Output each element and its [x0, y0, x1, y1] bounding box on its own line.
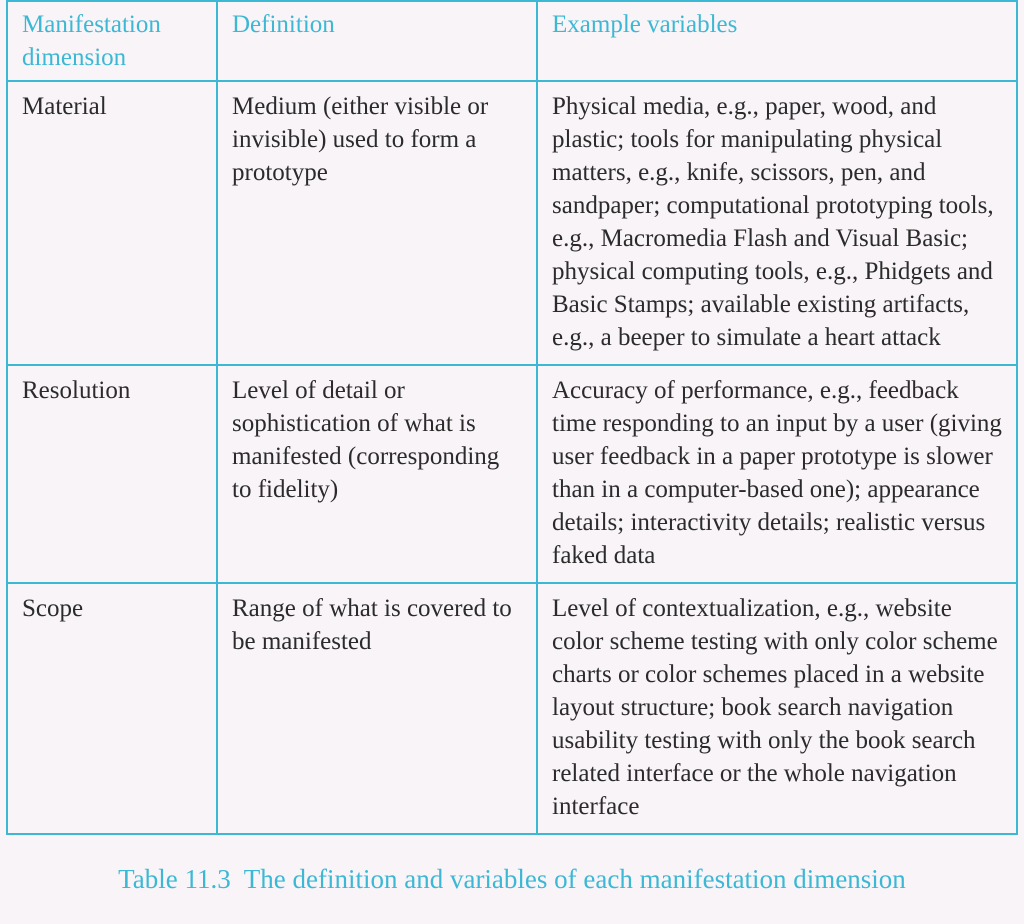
- col-header-dimension: Manifestation dimension: [7, 1, 217, 81]
- table-row: Scope Range of what is covered to be man…: [7, 583, 1017, 834]
- table-row: Resolution Level of detail or sophistica…: [7, 365, 1017, 583]
- cell-dimension: Material: [7, 81, 217, 365]
- page-container: Manifestation dimension Definition Examp…: [0, 0, 1024, 895]
- caption-label: Table 11.3: [118, 864, 231, 894]
- table-header-row: Manifestation dimension Definition Examp…: [7, 1, 1017, 81]
- cell-examples: Level of contextualization, e.g., websit…: [537, 583, 1017, 834]
- cell-examples: Accuracy of performance, e.g., feedback …: [537, 365, 1017, 583]
- table-caption: Table 11.3 The definition and variables …: [6, 835, 1018, 895]
- cell-definition: Medium (either visible or invisible) use…: [217, 81, 537, 365]
- table-row: Material Medium (either visible or invis…: [7, 81, 1017, 365]
- cell-examples: Physical media, e.g., paper, wood, and p…: [537, 81, 1017, 365]
- manifestation-table: Manifestation dimension Definition Examp…: [6, 0, 1018, 835]
- col-header-definition: Definition: [217, 1, 537, 81]
- cell-dimension: Scope: [7, 583, 217, 834]
- col-header-examples: Example variables: [537, 1, 1017, 81]
- cell-dimension: Resolution: [7, 365, 217, 583]
- caption-text: The definition and variables of each man…: [244, 864, 906, 894]
- cell-definition: Level of detail or sophistication of wha…: [217, 365, 537, 583]
- cell-definition: Range of what is covered to be manifeste…: [217, 583, 537, 834]
